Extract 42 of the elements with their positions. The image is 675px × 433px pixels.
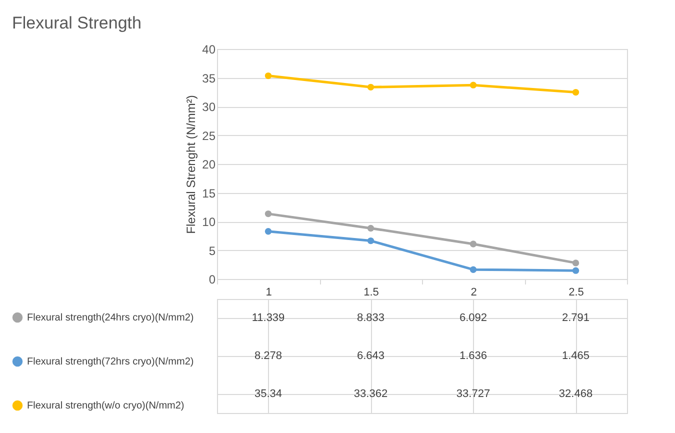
point — [264, 72, 272, 80]
data-label: 6.643 — [356, 350, 385, 362]
point — [572, 267, 580, 274]
data-label: 8.278 — [254, 350, 282, 362]
y-tick-label: 0 — [208, 272, 216, 286]
legend-label: Flexural strength(w/o cryo)(N/mm2) — [27, 400, 184, 412]
point — [367, 237, 374, 244]
x-tick-label: 1.5 — [364, 286, 379, 298]
y-tick-label: 40 — [202, 42, 216, 56]
data-label: 8.833 — [356, 312, 385, 324]
y-tick-label: 10 — [202, 215, 216, 229]
y-tick-label: 25 — [202, 128, 216, 143]
data-label: 35.34 — [254, 388, 282, 400]
point — [572, 260, 580, 266]
data-label: 1.636 — [459, 350, 488, 362]
point — [264, 210, 272, 218]
data-label: 2.791 — [562, 312, 590, 324]
legend-label: Flexural strength(24hrs cryo)(N/mm2) — [27, 312, 194, 324]
legend-label: Flexural strength(72hrs cryo)(N/mm2) — [27, 356, 194, 368]
point — [470, 240, 477, 248]
y-tick-label: 35 — [202, 71, 216, 86]
y-axis-title: Flexural Strenght (N/mm²) — [184, 95, 198, 234]
y-tick-label: 5 — [208, 244, 216, 258]
point — [470, 82, 477, 88]
point — [367, 84, 374, 91]
point — [572, 88, 580, 96]
text: Flexural Strength — [12, 14, 142, 32]
x-tick-label: 2.5 — [568, 286, 584, 298]
point — [367, 224, 374, 232]
y-tick-label: 20 — [202, 158, 216, 172]
x-tick-label: 2 — [470, 286, 477, 298]
data-label: 33.362 — [354, 388, 388, 400]
y-tick-label: 15 — [202, 186, 216, 200]
data-label: 33.727 — [456, 388, 490, 400]
data-label: 1.465 — [562, 350, 590, 362]
point — [470, 266, 477, 273]
x-tick-label: 1 — [266, 286, 272, 298]
data-label: 6.092 — [459, 312, 488, 324]
point — [264, 228, 272, 235]
data-label: 32.468 — [558, 388, 593, 400]
data-label: 11.339 — [252, 312, 285, 324]
y-tick-label: 30 — [202, 100, 216, 114]
